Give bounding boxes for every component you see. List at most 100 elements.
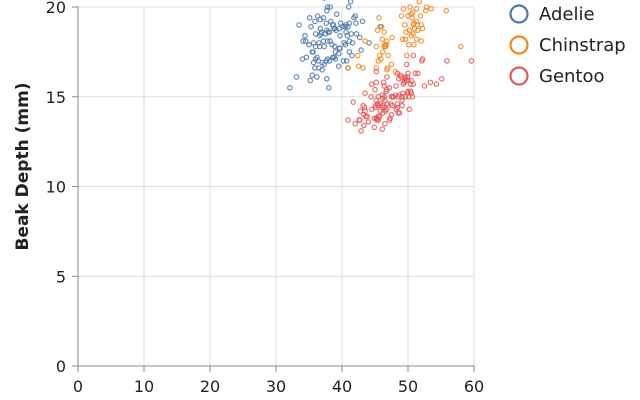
data-point — [352, 120, 359, 127]
data-point — [323, 76, 330, 82]
x-tick-label: 10 — [134, 377, 154, 396]
data-point — [393, 83, 399, 89]
data-point — [396, 110, 403, 116]
legend-symbol-icon — [509, 4, 529, 24]
data-point — [365, 119, 372, 125]
data-point — [368, 94, 374, 100]
data-point — [413, 6, 420, 12]
data-point — [418, 38, 425, 44]
data-point — [309, 72, 316, 79]
data-point — [384, 101, 391, 107]
data-point — [303, 54, 310, 61]
data-point — [353, 31, 360, 37]
data-point — [384, 65, 391, 71]
data-point — [332, 56, 339, 62]
data-point — [376, 14, 382, 21]
data-point — [337, 32, 343, 39]
data-point — [379, 36, 386, 43]
data-point — [416, 0, 422, 5]
data-point — [347, 0, 354, 5]
data-point — [345, 117, 351, 123]
y-axis-title: Beak Depth (mm) — [13, 82, 33, 250]
data-point — [382, 120, 388, 127]
data-point — [417, 13, 424, 19]
data-point — [423, 4, 430, 10]
data-point — [380, 49, 386, 55]
data-point — [302, 38, 309, 44]
data-point — [356, 117, 363, 123]
data-point — [373, 79, 380, 86]
data-point — [364, 113, 370, 120]
data-point — [353, 20, 359, 27]
data-point — [331, 43, 338, 50]
data-point — [388, 61, 395, 68]
data-point — [404, 74, 411, 80]
data-point — [343, 58, 350, 64]
data-point — [373, 65, 380, 71]
data-point — [300, 38, 306, 44]
data-point — [324, 38, 331, 44]
data-point — [360, 65, 366, 71]
legend-symbol-icon — [509, 35, 529, 55]
data-point — [406, 106, 413, 113]
data-point — [323, 7, 330, 14]
data-point — [401, 22, 408, 28]
data-point — [349, 40, 356, 46]
data-point — [306, 14, 313, 21]
data-point — [346, 49, 353, 55]
data-point — [326, 29, 333, 35]
data-point — [293, 74, 300, 80]
data-point — [405, 77, 411, 84]
data-point — [379, 126, 386, 132]
data-point — [362, 90, 368, 97]
data-point — [399, 97, 405, 104]
data-point — [412, 70, 419, 77]
data-point — [443, 7, 450, 14]
data-point — [361, 104, 368, 111]
data-point — [355, 63, 362, 69]
data-point — [384, 106, 390, 113]
legend-item-chinstrap: Chinstrap — [509, 35, 626, 56]
series-adelie — [287, 0, 384, 91]
data-point — [405, 70, 411, 77]
y-tick-label: 0 — [56, 357, 66, 376]
x-tick-label: 40 — [332, 377, 352, 396]
data-point — [403, 52, 410, 59]
data-point — [409, 9, 416, 16]
data-point — [422, 7, 429, 14]
series-chinstrap — [345, 0, 464, 75]
data-point — [360, 122, 367, 129]
legend: Adelie Chinstrap Gentoo — [509, 4, 626, 87]
data-point — [419, 56, 426, 62]
data-point — [310, 49, 316, 55]
data-point — [410, 31, 417, 37]
data-point — [378, 56, 384, 62]
data-point — [407, 81, 414, 88]
data-point — [342, 41, 349, 48]
data-point — [399, 90, 406, 97]
data-point — [383, 41, 390, 48]
data-point — [316, 40, 322, 46]
data-point — [410, 52, 417, 59]
data-point — [381, 83, 388, 89]
data-point — [373, 68, 380, 75]
data-point — [433, 81, 440, 88]
data-point — [444, 58, 450, 64]
data-point — [326, 58, 333, 64]
data-point — [323, 20, 330, 27]
data-point — [345, 65, 351, 71]
data-point — [381, 94, 388, 100]
x-tick-label: 20 — [200, 377, 220, 396]
data-point — [314, 13, 321, 19]
data-point — [333, 11, 340, 18]
legend-label: Chinstrap — [539, 35, 626, 56]
data-point — [327, 4, 333, 10]
data-point — [308, 23, 314, 30]
data-point — [415, 70, 421, 77]
legend-label: Gentoo — [539, 66, 605, 87]
y-tick-label: 5 — [56, 267, 66, 286]
legend-symbol-icon — [509, 66, 529, 86]
data-points — [287, 0, 475, 134]
data-point — [457, 43, 464, 50]
x-tick-label: 0 — [73, 377, 83, 396]
